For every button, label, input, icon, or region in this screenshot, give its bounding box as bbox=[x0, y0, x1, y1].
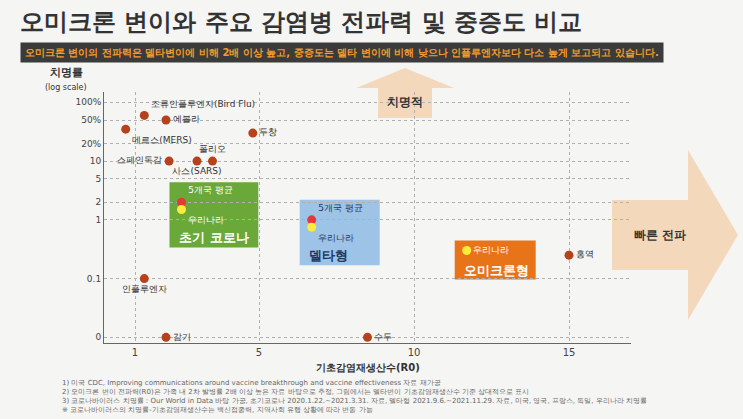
svg-text:기초감염재생산수(R0): 기초감염재생산수(R0) bbox=[316, 362, 420, 373]
svg-text:스페인독감: 스페인독감 bbox=[117, 155, 162, 165]
svg-text:에볼라: 에볼라 bbox=[173, 114, 200, 124]
svg-text:초기 코로나: 초기 코로나 bbox=[179, 230, 249, 245]
svg-text:5: 5 bbox=[256, 347, 262, 358]
svg-text:15: 15 bbox=[563, 347, 576, 358]
svg-text:감기: 감기 bbox=[173, 332, 191, 342]
svg-text:5개국 평균: 5개국 평균 bbox=[318, 203, 363, 213]
svg-text:10: 10 bbox=[408, 347, 421, 358]
svg-text:홍역: 홍역 bbox=[576, 249, 594, 259]
svg-text:(log scale): (log scale) bbox=[45, 83, 87, 92]
svg-text:두창: 두창 bbox=[259, 127, 277, 137]
svg-text:오미크론형: 오미크론형 bbox=[464, 263, 529, 278]
svg-text:사스(SARS): 사스(SARS) bbox=[172, 166, 221, 176]
svg-text:5: 5 bbox=[95, 174, 101, 184]
svg-text:10: 10 bbox=[90, 156, 102, 166]
svg-text:폴리오: 폴리오 bbox=[199, 144, 226, 154]
svg-text:1: 1 bbox=[95, 215, 101, 225]
svg-text:20%: 20% bbox=[81, 139, 101, 149]
svg-text:오미크론 변이와 주요 감염병 전파력 및 중증도 비교: 오미크론 변이와 주요 감염병 전파력 및 중증도 비교 bbox=[20, 8, 583, 36]
svg-text:2: 2 bbox=[95, 197, 101, 207]
svg-text:1: 1 bbox=[132, 347, 138, 358]
svg-text:치명적: 치명적 bbox=[387, 95, 423, 109]
svg-text:조류인플루엔자(Bird Flu): 조류인플루엔자(Bird Flu) bbox=[151, 99, 255, 109]
svg-text:50%: 50% bbox=[81, 115, 101, 125]
svg-text:우리나라: 우리나라 bbox=[188, 215, 224, 225]
svg-text:인플루엔자: 인플루엔자 bbox=[122, 284, 167, 294]
svg-text:0: 0 bbox=[95, 332, 101, 342]
svg-text:치명률: 치명률 bbox=[50, 66, 83, 79]
svg-text:오미크론 변이의 전파력은 델타변이에 비해 2배 이상 높: 오미크론 변이의 전파력은 델타변이에 비해 2배 이상 높고, 중증도는 델타… bbox=[25, 47, 659, 58]
svg-text:0.1: 0.1 bbox=[87, 274, 101, 284]
svg-text:델타형: 델타형 bbox=[309, 248, 348, 263]
svg-text:5개국 평균: 5개국 평균 bbox=[188, 185, 233, 195]
svg-text:메르스(MERS): 메르스(MERS) bbox=[132, 135, 191, 145]
svg-text:100%: 100% bbox=[75, 97, 101, 107]
svg-text:우리나라: 우리나라 bbox=[318, 233, 354, 243]
svg-text:수두: 수두 bbox=[374, 332, 392, 342]
svg-text:우리나라: 우리나라 bbox=[473, 245, 509, 255]
svg-text:빠른 전파: 빠른 전파 bbox=[634, 228, 686, 242]
svg-text:1) 미국 CDC, Improving communica: 1) 미국 CDC, Improving communications arou… bbox=[62, 379, 647, 414]
